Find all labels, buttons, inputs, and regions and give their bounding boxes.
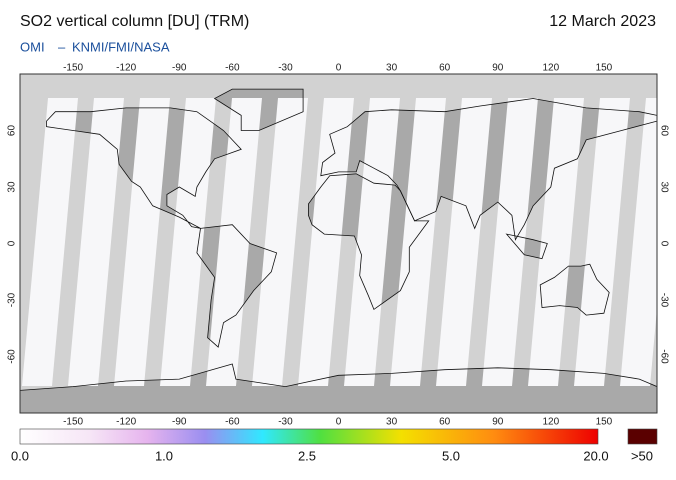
lon-tick-label-top: -60: [225, 63, 240, 74]
satellite-swath: [620, 98, 657, 386]
title: SO2 vertical column [DU] (TRM): [20, 13, 249, 30]
overflow-label: >50: [631, 448, 653, 463]
lat-tick-label-right: 60: [658, 125, 669, 137]
satellite-swath: [482, 98, 538, 386]
lat-tick-label-left: 30: [7, 181, 18, 193]
date: 12 March 2023: [549, 13, 656, 30]
lat-tick-label-left: -60: [7, 349, 18, 364]
colorbar-label: 5.0: [442, 448, 460, 463]
coastline: [196, 224, 278, 348]
satellite-swath: [528, 98, 584, 386]
separator: –: [58, 39, 66, 54]
lat-tick-label-left: 60: [7, 125, 18, 137]
coastline: [539, 263, 610, 316]
satellite-swath: [390, 98, 446, 386]
lon-tick-label-top: 60: [439, 63, 451, 74]
coastline: [46, 107, 242, 229]
agency: KNMI/FMI/NASA: [72, 39, 170, 54]
satellite-swath: [344, 98, 400, 386]
lon-tick-label-top: 150: [596, 63, 613, 74]
lon-tick-label-bottom: 90: [492, 417, 504, 428]
coastline: [320, 98, 657, 241]
lat-tick-label-right: -30: [658, 293, 669, 308]
lon-tick-label-bottom: -120: [116, 417, 136, 428]
lon-tick-label-bottom: -150: [63, 417, 83, 428]
lon-tick-label-bottom: 0: [336, 417, 342, 428]
lon-tick-label-top: -150: [63, 63, 83, 74]
lon-tick-label-bottom: 30: [386, 417, 398, 428]
lat-tick-label-right: 30: [658, 181, 669, 193]
lon-tick-label-bottom: 120: [542, 417, 559, 428]
lon-tick-label-bottom: -90: [172, 417, 187, 428]
satellite-swath: [252, 98, 308, 386]
lon-tick-label-bottom: 60: [439, 417, 451, 428]
colorbar-label: 0.0: [11, 448, 29, 463]
lat-tick-label-left: -30: [7, 292, 18, 307]
lon-tick-label-top: -90: [172, 63, 187, 74]
lon-tick-label-bottom: -60: [225, 417, 240, 428]
satellite-swath: [160, 98, 216, 386]
lat-tick-label-right: 0: [658, 241, 669, 247]
coastline: [213, 88, 304, 131]
satellite-swath: [22, 98, 78, 386]
overflow-swatch: [627, 428, 658, 445]
satellite-swath: [114, 98, 170, 386]
coastline: [307, 173, 430, 311]
lon-tick-label-bottom: -30: [278, 417, 293, 428]
lon-tick-label-top: 120: [542, 63, 559, 74]
lat-tick-label-left: 0: [7, 240, 18, 246]
satellite-swath: [436, 98, 492, 386]
colorbar: [19, 428, 599, 445]
colorbar-label: 2.5: [298, 448, 316, 463]
lat-tick-label-right: -60: [658, 349, 669, 364]
colorbar-label: 1.0: [155, 448, 173, 463]
instrument: OMI: [20, 39, 45, 54]
lon-tick-label-top: 30: [386, 63, 398, 74]
lon-tick-label-top: 90: [492, 63, 504, 74]
lon-tick-label-top: -120: [116, 63, 136, 74]
lon-tick-label-bottom: 150: [596, 417, 613, 428]
satellite-swath: [574, 98, 630, 386]
satellite-swath: [206, 98, 262, 386]
satellite-swath: [298, 98, 354, 386]
lon-tick-label-top: -30: [278, 63, 293, 74]
satellite-swath: [68, 98, 124, 386]
map: [20, 74, 657, 413]
coastline: [20, 363, 657, 413]
colorbar-label: 20.0: [583, 448, 608, 463]
map-frame: [19, 73, 658, 414]
coastline: [505, 233, 548, 260]
lon-tick-label-top: 0: [336, 63, 342, 74]
